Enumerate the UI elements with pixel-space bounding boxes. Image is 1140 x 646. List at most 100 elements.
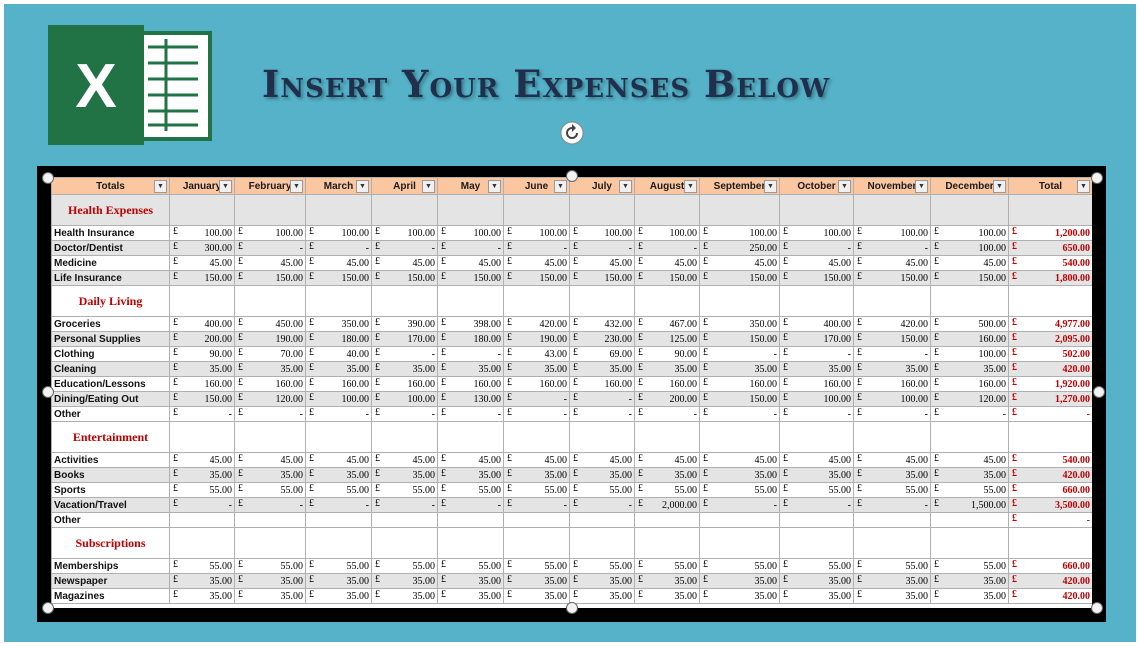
amount-cell[interactable]: £100.00	[779, 225, 854, 241]
amount-cell[interactable]: £35.00	[437, 361, 504, 377]
empty-cell[interactable]	[234, 421, 306, 453]
amount-cell[interactable]: £ -	[437, 240, 504, 256]
amount-cell[interactable]: £35.00	[569, 573, 635, 589]
filter-dropdown-icon[interactable]: ▼	[356, 180, 369, 193]
row-label[interactable]: Personal Supplies	[51, 331, 170, 347]
empty-cell[interactable]	[169, 527, 235, 559]
amount-cell[interactable]: £35.00	[503, 467, 570, 483]
empty-cell[interactable]	[569, 527, 635, 559]
amount-cell[interactable]: £160.00	[169, 376, 235, 392]
amount-cell[interactable]: £170.00	[779, 331, 854, 347]
amount-cell[interactable]: £120.00	[930, 391, 1009, 407]
amount-cell[interactable]	[169, 512, 235, 528]
amount-cell[interactable]: £55.00	[853, 482, 931, 498]
resize-handle-bottom[interactable]	[566, 602, 578, 614]
amount-cell[interactable]: £45.00	[853, 452, 931, 468]
amount-cell[interactable]: £35.00	[779, 361, 854, 377]
amount-cell[interactable]: £55.00	[779, 482, 854, 498]
filter-dropdown-icon[interactable]: ▼	[684, 180, 697, 193]
amount-cell[interactable]: £ -	[634, 240, 700, 256]
empty-cell[interactable]	[699, 285, 780, 317]
resize-handle-bottom-left[interactable]	[42, 602, 54, 614]
empty-cell[interactable]	[305, 421, 372, 453]
amount-cell[interactable]: £100.00	[930, 346, 1009, 362]
amount-cell[interactable]: £90.00	[169, 346, 235, 362]
amount-cell[interactable]: £35.00	[169, 467, 235, 483]
amount-cell[interactable]: £150.00	[503, 270, 570, 286]
amount-cell[interactable]	[699, 512, 780, 528]
row-total-cell[interactable]: £540.00	[1008, 255, 1092, 271]
amount-cell[interactable]: £35.00	[853, 361, 931, 377]
amount-cell[interactable]: £35.00	[169, 361, 235, 377]
amount-cell[interactable]: £100.00	[234, 225, 306, 241]
amount-cell[interactable]	[569, 512, 635, 528]
amount-cell[interactable]: £200.00	[634, 391, 700, 407]
amount-cell[interactable]: £150.00	[437, 270, 504, 286]
amount-cell[interactable]: £35.00	[169, 573, 235, 589]
column-header[interactable]: November ▼	[853, 177, 931, 195]
amount-cell[interactable]: £ -	[371, 406, 438, 422]
amount-cell[interactable]: £400.00	[169, 316, 235, 332]
amount-cell[interactable]: £ -	[305, 406, 372, 422]
column-header[interactable]: March ▼	[305, 177, 372, 195]
amount-cell[interactable]: £350.00	[305, 316, 372, 332]
amount-cell[interactable]: £55.00	[234, 558, 306, 574]
amount-cell[interactable]: £45.00	[371, 255, 438, 271]
amount-cell[interactable]: £55.00	[503, 482, 570, 498]
row-label[interactable]: Memberships	[51, 558, 170, 574]
empty-cell[interactable]	[371, 194, 438, 226]
column-header[interactable]: October ▼	[779, 177, 854, 195]
amount-cell[interactable]: £35.00	[371, 467, 438, 483]
empty-cell[interactable]	[1008, 194, 1092, 226]
amount-cell[interactable]: £45.00	[234, 255, 306, 271]
resize-handle-right[interactable]	[1093, 386, 1105, 398]
amount-cell[interactable]	[779, 512, 854, 528]
amount-cell[interactable]: £160.00	[779, 376, 854, 392]
empty-cell[interactable]	[634, 421, 700, 453]
amount-cell[interactable]: £100.00	[437, 225, 504, 241]
amount-cell[interactable]: £ -	[699, 346, 780, 362]
amount-cell[interactable]: £45.00	[634, 255, 700, 271]
row-total-cell[interactable]: £650.00	[1008, 240, 1092, 256]
amount-cell[interactable]: £55.00	[234, 482, 306, 498]
empty-cell[interactable]	[853, 421, 931, 453]
row-total-cell[interactable]: £1,200.00	[1008, 225, 1092, 241]
amount-cell[interactable]: £35.00	[634, 361, 700, 377]
amount-cell[interactable]: £420.00	[853, 316, 931, 332]
amount-cell[interactable]: £70.00	[234, 346, 306, 362]
amount-cell[interactable]: £35.00	[371, 588, 438, 604]
amount-cell[interactable]: £35.00	[853, 467, 931, 483]
amount-cell[interactable]: £35.00	[930, 573, 1009, 589]
amount-cell[interactable]	[503, 512, 570, 528]
row-total-cell[interactable]: £ -	[1008, 406, 1092, 422]
amount-cell[interactable]: £ -	[930, 406, 1009, 422]
amount-cell[interactable]: £35.00	[234, 573, 306, 589]
empty-cell[interactable]	[634, 527, 700, 559]
amount-cell[interactable]: £35.00	[305, 467, 372, 483]
amount-cell[interactable]: £ -	[779, 346, 854, 362]
amount-cell[interactable]: £ -	[305, 497, 372, 513]
empty-cell[interactable]	[305, 285, 372, 317]
empty-cell[interactable]	[699, 194, 780, 226]
amount-cell[interactable]: £150.00	[779, 270, 854, 286]
amount-cell[interactable]: £150.00	[305, 270, 372, 286]
amount-cell[interactable]: £150.00	[699, 270, 780, 286]
empty-cell[interactable]	[234, 285, 306, 317]
amount-cell[interactable]: £170.00	[371, 331, 438, 347]
amount-cell[interactable]: £45.00	[503, 452, 570, 468]
amount-cell[interactable]: £35.00	[634, 573, 700, 589]
amount-cell[interactable]: £ -	[503, 406, 570, 422]
amount-cell[interactable]: £35.00	[234, 467, 306, 483]
filter-dropdown-icon[interactable]: ▼	[838, 180, 851, 193]
empty-cell[interactable]	[305, 527, 372, 559]
amount-cell[interactable]	[930, 512, 1009, 528]
rotate-icon[interactable]	[560, 121, 584, 145]
empty-cell[interactable]	[634, 194, 700, 226]
column-header[interactable]: Total ▼	[1008, 177, 1092, 195]
empty-cell[interactable]	[305, 194, 372, 226]
amount-cell[interactable]: £160.00	[437, 376, 504, 392]
amount-cell[interactable]: £55.00	[930, 482, 1009, 498]
amount-cell[interactable]: £ -	[503, 391, 570, 407]
amount-cell[interactable]: £467.00	[634, 316, 700, 332]
amount-cell[interactable]: £150.00	[699, 391, 780, 407]
